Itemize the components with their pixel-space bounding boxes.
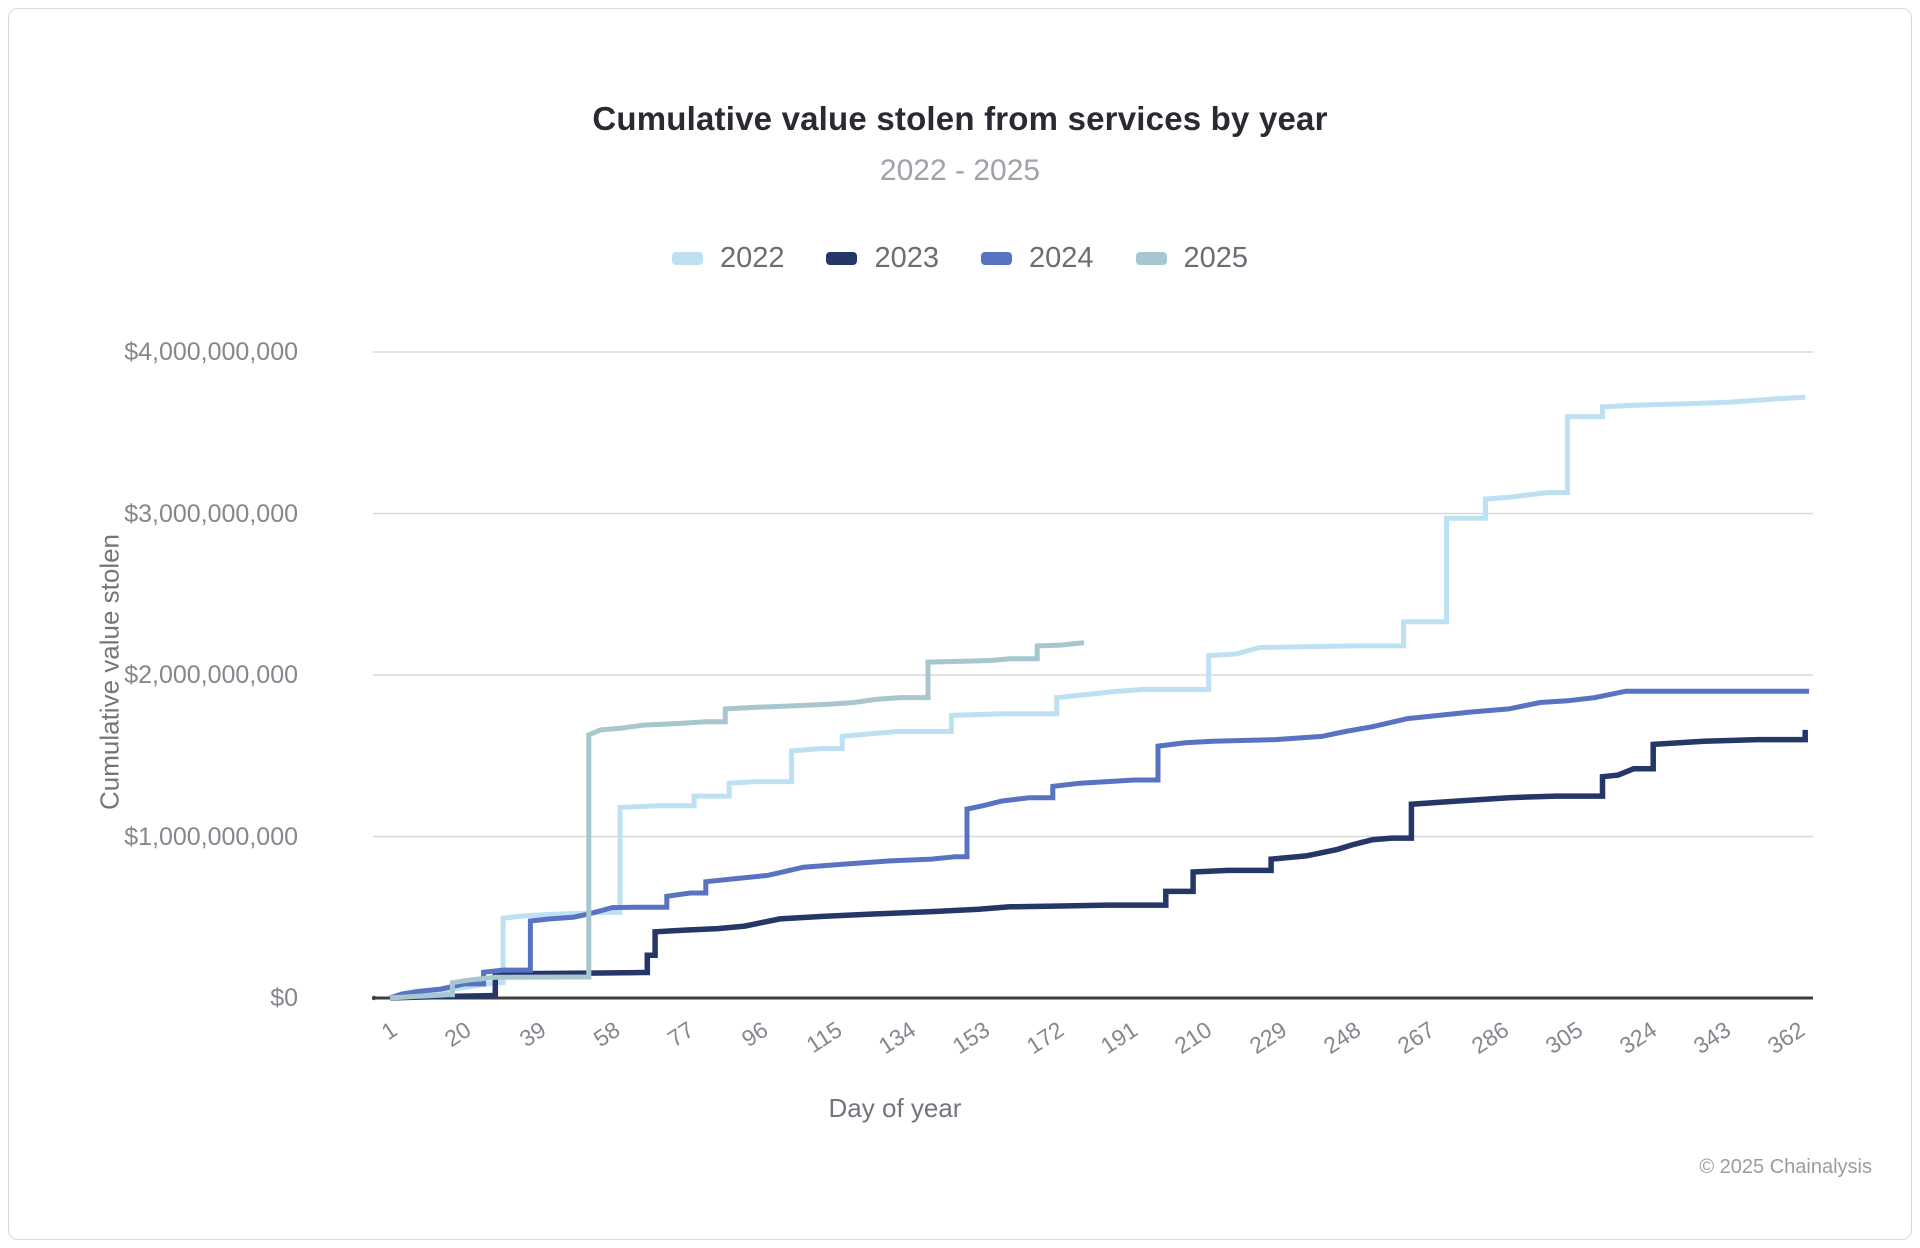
y-tick-label: $2,000,000,000 bbox=[124, 661, 298, 689]
legend-label: 2025 bbox=[1183, 242, 1249, 274]
legend-label: 2022 bbox=[719, 242, 785, 274]
series-line-2023 bbox=[389, 729, 1808, 1001]
legend-swatch-2022 bbox=[671, 252, 703, 265]
y-tick-label: $3,000,000,000 bbox=[124, 499, 298, 528]
series-line-2024 bbox=[389, 688, 1810, 1001]
series-line-2022 bbox=[389, 394, 1806, 1001]
chart-subtitle: 2022 - 2025 bbox=[879, 154, 1041, 187]
legend: 2022 2023 2024 2025 bbox=[0, 242, 1920, 275]
chart-header: Cumulative value stolen from services by… bbox=[0, 0, 1920, 275]
legend-label: 2023 bbox=[874, 242, 939, 274]
legend-swatch-2025 bbox=[1135, 252, 1167, 265]
chart-title: Cumulative value stolen from services by… bbox=[592, 100, 1328, 137]
axis-origin-dot bbox=[371, 995, 377, 1001]
legend-item-2024: 2024 bbox=[981, 242, 1094, 275]
chart-card bbox=[8, 8, 1912, 1240]
series-line-2025 bbox=[389, 640, 1085, 1001]
legend-swatch-2024 bbox=[981, 252, 1012, 265]
legend-label: 2024 bbox=[1029, 242, 1094, 274]
y-axis-title: Cumulative value stolen bbox=[94, 533, 125, 811]
y-tick-label: $4,000,000,000 bbox=[124, 338, 298, 366]
legend-swatch-2023 bbox=[826, 252, 858, 265]
copyright: © 2025 Chainalysis bbox=[1699, 1156, 1872, 1178]
legend-item-2023: 2023 bbox=[826, 242, 939, 275]
x-axis-title: Day of year bbox=[828, 1093, 962, 1123]
y-tick-label: $1,000,000,000 bbox=[124, 822, 298, 851]
y-tick-label: $0 bbox=[270, 984, 298, 1012]
legend-item-2025: 2025 bbox=[1135, 242, 1249, 275]
legend-item-2022: 2022 bbox=[671, 242, 785, 275]
